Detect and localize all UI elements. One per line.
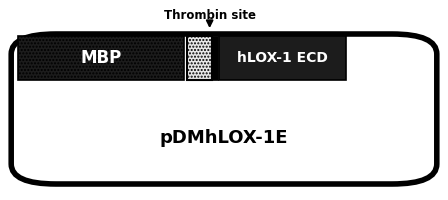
Bar <box>219 36 346 80</box>
Bar <box>18 36 184 80</box>
Text: pDMhLOX-1E: pDMhLOX-1E <box>160 129 288 147</box>
Text: Thrombin site: Thrombin site <box>164 9 256 22</box>
Text: hLOX-1 ECD: hLOX-1 ECD <box>237 51 328 65</box>
Bar <box>187 36 212 80</box>
Text: MBP: MBP <box>80 49 121 67</box>
Bar <box>212 36 218 80</box>
FancyBboxPatch shape <box>11 34 437 184</box>
